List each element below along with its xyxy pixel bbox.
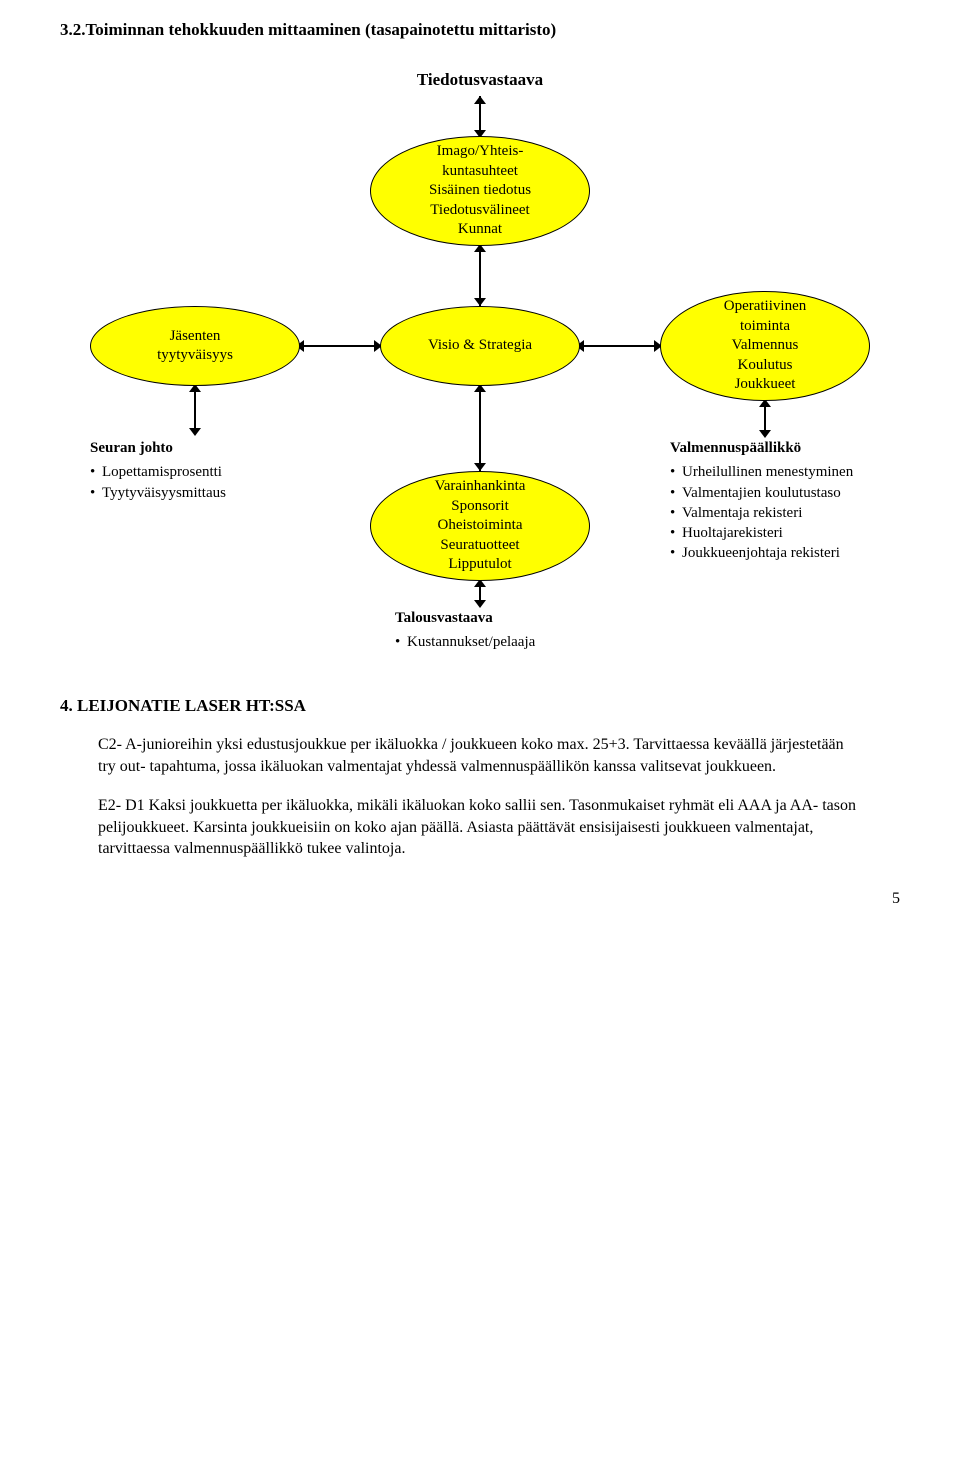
ellipse-bottom: Varainhankinta Sponsorit Oheistoiminta S…	[370, 471, 590, 581]
section-4-para-2: E2- D1 Kaksi joukkuetta per ikäluokka, m…	[98, 795, 858, 860]
ellipse-right: Operatiivinen toiminta Valmennus Koulutu…	[660, 291, 870, 401]
arrowhead-icon	[474, 96, 486, 104]
bullet-item: •Urheilullinen menestyminen	[670, 462, 900, 482]
ellipse-text: Seuratuotteet	[440, 536, 519, 556]
connector-line	[300, 345, 380, 347]
block-heading: Seuran johto	[90, 438, 310, 458]
right-text-block: Valmennuspäällikkö •Urheilullinen menest…	[670, 438, 900, 564]
bullet-item: •Lopettamisprosentti	[90, 462, 310, 482]
bullet-item: •Valmentaja rekisteri	[670, 503, 900, 523]
bullet-item: •Joukkueenjohtaja rekisteri	[670, 543, 900, 563]
left-text-block: Seuran johto •Lopettamisprosentti •Tyyty…	[90, 438, 310, 503]
arrowhead-icon	[474, 600, 486, 608]
diagram: Imago/Yhteis- kuntasuhteet Sisäinen tied…	[60, 96, 900, 656]
section-4-para-1: C2- A-junioreihin yksi edustusjoukkue pe…	[98, 734, 858, 777]
ellipse-text: Imago/Yhteis-	[437, 142, 524, 162]
ellipse-top: Imago/Yhteis- kuntasuhteet Sisäinen tied…	[370, 136, 590, 246]
bullet-icon: •	[395, 632, 407, 652]
bullet-icon: •	[670, 523, 682, 543]
bullet-text: Huoltajarekisteri	[682, 523, 783, 543]
role-top-label: Tiedotusvastaava	[60, 70, 900, 90]
ellipse-text: tyytyväisyys	[157, 346, 233, 366]
section-4-title: 4. LEIJONATIE LASER HT:SSA	[60, 696, 900, 716]
ellipse-mid: Visio & Strategia	[380, 306, 580, 386]
bullet-item: •Huoltajarekisteri	[670, 523, 900, 543]
bullet-icon: •	[670, 503, 682, 523]
ellipse-text: Valmennus	[732, 336, 799, 356]
ellipse-left: Jäsenten tyytyväisyys	[90, 306, 300, 386]
bottom-text-block: Talousvastaava •Kustannukset/pelaaja	[395, 608, 625, 653]
bullet-item: •Valmentajien koulutustaso	[670, 483, 900, 503]
bullet-icon: •	[670, 543, 682, 563]
ellipse-text: Operatiivinen	[724, 297, 806, 317]
bullet-text: Valmentajien koulutustaso	[682, 483, 841, 503]
ellipse-text: kuntasuhteet	[442, 162, 518, 182]
bullet-item: •Tyytyväisyysmittaus	[90, 483, 310, 503]
bullet-icon: •	[670, 462, 682, 482]
connector-line	[194, 386, 196, 434]
ellipse-text: Koulutus	[737, 356, 792, 376]
ellipse-text: Varainhankinta	[435, 477, 526, 497]
ellipse-text: Kunnat	[458, 220, 502, 240]
arrowhead-icon	[474, 298, 486, 306]
bullet-text: Joukkueenjohtaja rekisteri	[682, 543, 840, 563]
ellipse-text: Sisäinen tiedotus	[429, 181, 531, 201]
bullet-text: Lopettamisprosentti	[102, 462, 222, 482]
bullet-text: Valmentaja rekisteri	[682, 503, 802, 523]
block-heading: Talousvastaava	[395, 608, 625, 628]
ellipse-text: Oheistoiminta	[438, 516, 523, 536]
page-number: 5	[892, 890, 900, 908]
bullet-item: •Kustannukset/pelaaja	[395, 632, 625, 652]
ellipse-text: Lipputulot	[448, 555, 511, 575]
connector-line	[580, 345, 660, 347]
bullet-icon: •	[90, 462, 102, 482]
ellipse-text: Tiedotusvälineet	[430, 201, 529, 221]
block-heading: Valmennuspäällikkö	[670, 438, 900, 458]
section-3-2-title: 3.2.Toiminnan tehokkuuden mittaaminen (t…	[60, 20, 900, 40]
bullet-icon: •	[670, 483, 682, 503]
arrowhead-icon	[189, 428, 201, 436]
bullet-text: Tyytyväisyysmittaus	[102, 483, 226, 503]
ellipse-text: Visio & Strategia	[428, 336, 532, 356]
bullet-text: Kustannukset/pelaaja	[407, 632, 535, 652]
ellipse-text: Joukkueet	[735, 375, 796, 395]
ellipse-text: Sponsorit	[451, 497, 509, 517]
ellipse-text: Jäsenten	[170, 327, 221, 347]
bullet-text: Urheilullinen menestyminen	[682, 462, 853, 482]
bullet-icon: •	[90, 483, 102, 503]
connector-line	[479, 386, 481, 471]
connector-line	[479, 246, 481, 306]
ellipse-text: toiminta	[740, 317, 790, 337]
arrowhead-icon	[759, 430, 771, 438]
arrowhead-icon	[474, 463, 486, 471]
